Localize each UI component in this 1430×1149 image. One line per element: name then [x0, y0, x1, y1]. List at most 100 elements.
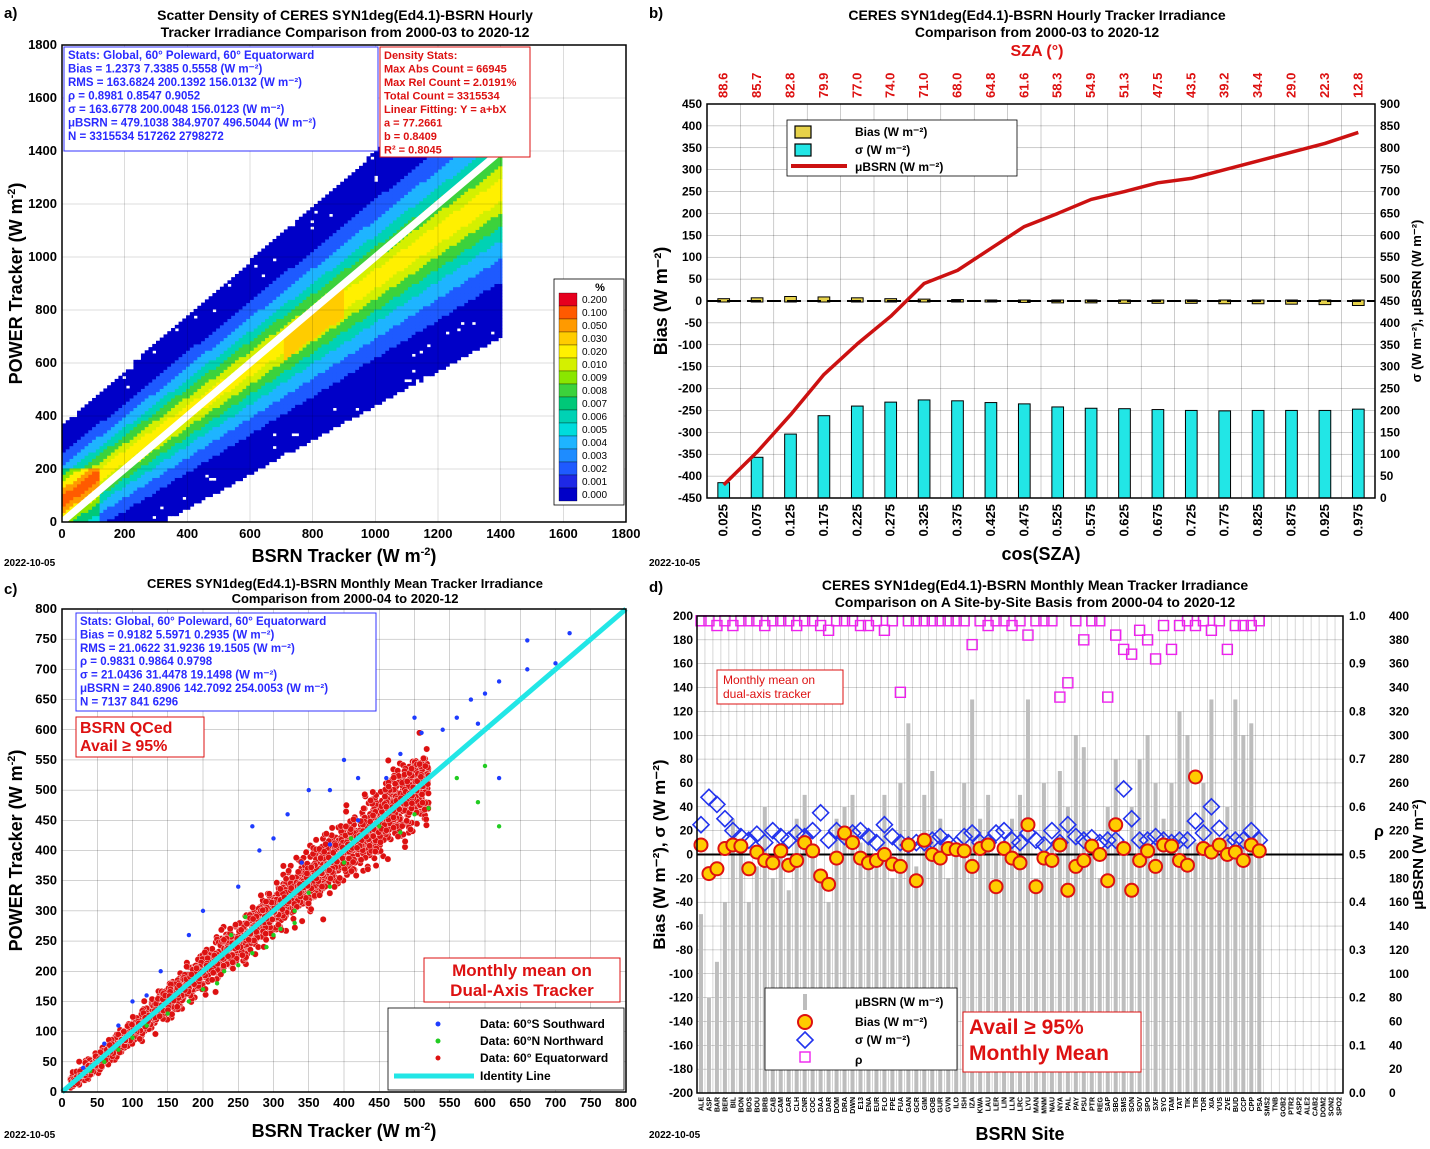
density-cell [298, 397, 304, 402]
density-cell [148, 487, 153, 491]
density-cell [257, 318, 262, 323]
density-cell [178, 445, 183, 450]
density-cell [80, 455, 86, 459]
density-cell [189, 471, 195, 475]
density-cell [336, 258, 341, 262]
density-cell [144, 388, 149, 393]
density-cell [167, 506, 172, 510]
density-cell [144, 413, 149, 418]
density-cell [208, 334, 213, 339]
density-cell [344, 213, 349, 218]
density-cell [355, 347, 360, 351]
density-cell [298, 235, 304, 240]
density-cell [366, 394, 371, 399]
density-cell [80, 436, 86, 440]
density-cell [295, 277, 300, 281]
density-cell [216, 331, 221, 335]
density-cell [99, 439, 104, 443]
density-cell [171, 394, 176, 399]
density-cell [129, 477, 134, 482]
density-cell [189, 353, 195, 358]
density-cell [167, 369, 172, 374]
density-cell [336, 337, 341, 342]
density-cell [197, 471, 202, 475]
density-cell [178, 410, 183, 415]
density-cell [280, 277, 285, 281]
density-cell [171, 410, 176, 415]
density-cell [298, 337, 304, 342]
density-cell [328, 207, 334, 211]
density-cell [321, 258, 326, 262]
density-cell [242, 359, 247, 364]
density-cell [227, 483, 232, 488]
density-cell [355, 184, 360, 189]
density-cell [306, 436, 311, 440]
density-cell [227, 445, 232, 450]
density-cell [283, 426, 289, 431]
density-cell [223, 401, 228, 405]
density-cell [178, 458, 183, 463]
density-cell [69, 423, 74, 428]
density-cell [227, 426, 232, 431]
density-cell [238, 382, 243, 386]
density-cell [302, 410, 307, 415]
density-cell [110, 436, 116, 440]
density-cell [107, 474, 112, 478]
density-cell [201, 455, 206, 459]
density-cell [317, 391, 322, 396]
density-cell [189, 375, 195, 380]
density-cell [344, 248, 349, 253]
density-cell [328, 423, 334, 428]
density-cell [370, 264, 375, 269]
density-cell [291, 229, 296, 234]
density-cell [317, 200, 322, 205]
density-cell [328, 226, 334, 230]
density-cell [272, 315, 277, 319]
density-cell [174, 442, 180, 447]
density-cell [355, 248, 360, 253]
density-cell [234, 334, 240, 339]
density-cell [133, 515, 138, 520]
density-cell [234, 350, 240, 354]
density-cell [321, 378, 326, 383]
density-cell [122, 385, 127, 389]
density-cell [77, 518, 82, 523]
density-cell [246, 280, 251, 284]
density-cell [302, 324, 307, 329]
density-cell [340, 404, 345, 409]
density-cell [152, 394, 157, 399]
density-cell [110, 426, 116, 431]
density-cell [212, 343, 217, 348]
density-cell [287, 258, 292, 262]
density-cell [186, 423, 191, 428]
density-cell [69, 432, 74, 437]
density-cell [148, 394, 153, 399]
density-cell [280, 448, 285, 453]
density-cell [366, 359, 371, 364]
density-cell [302, 378, 307, 383]
density-cell [80, 518, 86, 523]
density-cell [287, 238, 292, 243]
density-cell [295, 378, 300, 383]
density-cell [95, 461, 101, 466]
density-cell [310, 213, 315, 218]
density-cell [95, 439, 101, 443]
density-cell [156, 452, 161, 456]
density-cell [212, 439, 217, 443]
density-cell [103, 502, 108, 507]
density-cell [242, 286, 247, 291]
density-cell [212, 328, 217, 332]
density-cell [174, 343, 180, 348]
density-cell [257, 293, 262, 297]
density-cell [182, 499, 187, 504]
density-cell [340, 261, 345, 265]
density-cell [366, 156, 371, 160]
density-cell [283, 238, 289, 243]
density-cell [125, 401, 131, 405]
density-cell [227, 452, 232, 456]
density-cell [287, 254, 292, 259]
density-cell [276, 280, 281, 284]
density-cell [129, 401, 134, 405]
density-cell [344, 207, 349, 211]
density-cell [265, 328, 270, 332]
